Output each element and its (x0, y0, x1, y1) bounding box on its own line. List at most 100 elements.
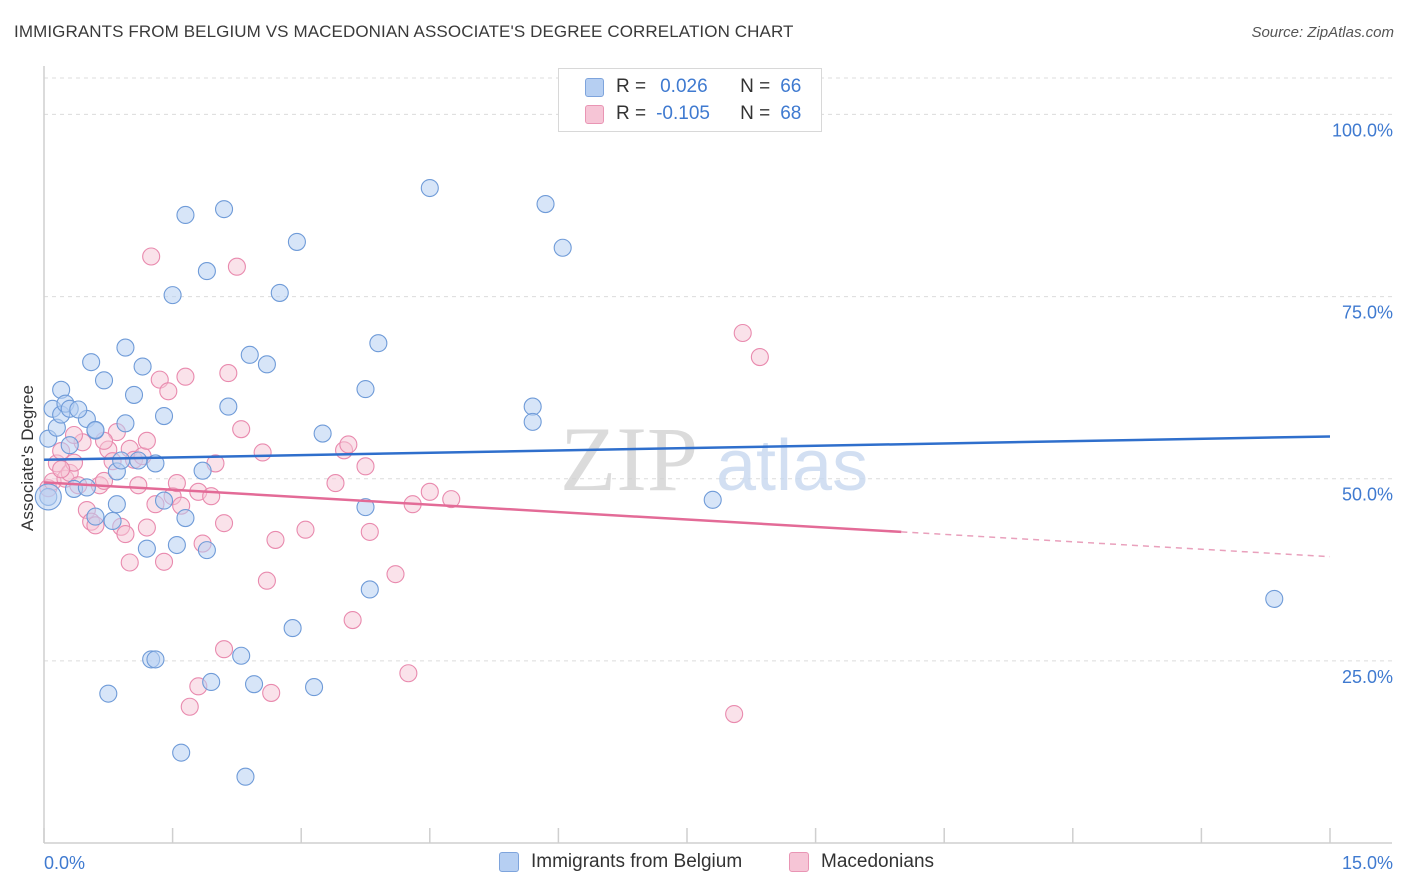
point-belgium (214, 200, 234, 219)
point-belgium (154, 491, 174, 510)
legend-r-label: R = (616, 103, 647, 124)
x-tick-label-max: 15.0% (1342, 853, 1393, 873)
y-tick-label: 50.0% (1342, 485, 1393, 505)
point-belgium (536, 194, 555, 214)
point-belgium (176, 509, 195, 528)
point-belgium (244, 675, 264, 694)
point-belgium (305, 678, 324, 697)
point-belgium (94, 371, 114, 390)
point-belgium (99, 684, 118, 703)
y-tick-label: 25.0% (1342, 667, 1393, 687)
point-belgium (219, 397, 238, 416)
point-macedonians (154, 552, 174, 571)
legend-r-value-macedonians: -0.105 (656, 103, 710, 124)
point-belgium (356, 498, 375, 517)
point-belgium (283, 619, 302, 638)
point-belgium (197, 262, 216, 281)
point-belgium (116, 338, 135, 357)
point-belgium (146, 454, 165, 473)
point-macedonians (262, 683, 281, 702)
chart-title: IMMIGRANTS FROM BELGIUM VS MACEDONIAN AS… (14, 22, 794, 41)
point-belgium (163, 286, 182, 305)
watermark-atlas: atlas (716, 426, 868, 506)
point-belgium (167, 535, 186, 555)
point-macedonians (129, 476, 148, 495)
y-axis-label: Associate's Degree (18, 385, 37, 531)
point-macedonians (399, 664, 418, 683)
point-macedonians (180, 697, 199, 716)
legend-series-name-macedonians: Macedonians (821, 851, 935, 872)
trend-line-macedonians-extrapolated (901, 531, 1331, 558)
axes (43, 66, 1392, 844)
point-macedonians (386, 565, 405, 584)
point-macedonians (116, 525, 135, 544)
point-belgium (703, 490, 722, 509)
point-belgium (232, 646, 251, 665)
point-belgium (369, 334, 388, 353)
point-belgium (124, 385, 144, 404)
point-macedonians (326, 474, 345, 493)
legend-swatch-pink (585, 104, 604, 124)
legend-swatch-pink (789, 852, 809, 872)
point-belgium (420, 178, 439, 198)
point-belgium (82, 353, 101, 372)
source-label: Source: ZipAtlas.com (1251, 24, 1394, 41)
point-macedonians (137, 518, 156, 537)
point-belgium (356, 380, 375, 399)
trend-line-belgium (43, 435, 1331, 462)
point-belgium (1265, 589, 1284, 608)
point-macedonians (52, 460, 71, 479)
point-belgium (360, 580, 379, 599)
legend-r-value-belgium: 0.026 (660, 76, 708, 97)
point-belgium (202, 672, 221, 692)
point-belgium (257, 355, 276, 374)
x-tick-label-min: 0.0% (44, 853, 85, 873)
legend-n-value-belgium: 66 (780, 76, 802, 97)
point-macedonians (343, 611, 362, 630)
point-belgium (270, 283, 289, 302)
point-macedonians (142, 247, 161, 266)
point-macedonians (219, 364, 238, 383)
point-belgium (116, 414, 135, 433)
point-belgium (133, 357, 152, 376)
bottom-legend-macedonians: Macedonians (789, 851, 934, 873)
point-belgium (154, 407, 174, 426)
point-macedonians (257, 571, 276, 590)
point-belgium (69, 400, 88, 419)
trend-lines (43, 435, 1331, 558)
point-belgium (129, 451, 148, 470)
point-belgium (86, 420, 105, 439)
point-macedonians (442, 490, 461, 509)
point-macedonians (227, 257, 246, 276)
point-macedonians (214, 640, 234, 659)
point-belgium (103, 511, 122, 531)
point-belgium (197, 541, 216, 560)
point-belgium (107, 495, 126, 514)
point-belgium (313, 424, 332, 443)
point-macedonians (750, 347, 769, 367)
point-belgium (523, 412, 542, 431)
point-belgium (146, 650, 165, 669)
legend-row-macedonians: R = -0.105 N = 68 (559, 101, 801, 127)
point-macedonians (176, 367, 195, 386)
point-macedonians (253, 443, 272, 462)
trend-line-macedonians (43, 481, 902, 534)
watermark-zip: ZIP (560, 408, 698, 510)
point-belgium-large (34, 483, 62, 511)
point-belgium (176, 205, 195, 225)
point-macedonians (202, 487, 221, 506)
legend-r-label: R = (616, 76, 647, 97)
point-macedonians (120, 553, 139, 572)
point-macedonians (296, 520, 315, 539)
legend-swatch-blue (585, 77, 604, 97)
point-macedonians (356, 457, 375, 476)
point-belgium (553, 238, 572, 257)
legend-row-belgium: R = 0.026 N = 66 (559, 74, 801, 100)
point-belgium (240, 345, 259, 364)
legend-series-name-belgium: Immigrants from Belgium (531, 851, 743, 872)
y-tick-label: 75.0% (1342, 303, 1393, 323)
point-belgium (236, 767, 255, 786)
point-belgium (287, 232, 306, 251)
point-belgium (86, 507, 105, 526)
